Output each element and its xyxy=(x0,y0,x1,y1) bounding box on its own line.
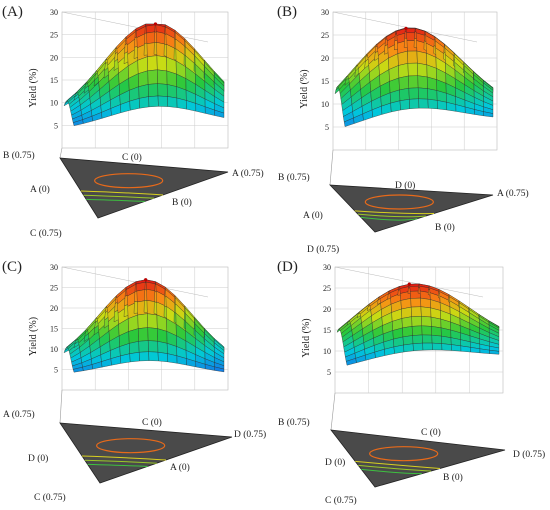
optimum-point xyxy=(407,282,411,286)
panel-c: (C) 5 10 15 20 25 30 Yield (%) A (0.75) C (0) D (0… xyxy=(0,255,275,510)
z-tick-label: 20 xyxy=(321,54,329,63)
z-tick-label: 15 xyxy=(50,76,58,85)
panel-d: (D) 5 10 15 20 25 30 Yield (%) B (0.75) C (0) D (0… xyxy=(275,255,550,510)
response-surface xyxy=(63,278,225,373)
corner-label-bottom: C (0.75) xyxy=(325,495,357,506)
contour-floor xyxy=(330,429,506,488)
z-tick-label: 25 xyxy=(50,284,58,293)
corner-label-bottom: C (0.75) xyxy=(30,228,62,239)
z-tick-label: 30 xyxy=(321,8,329,17)
panel-label: (A) xyxy=(2,4,23,20)
y-axis-label: Yield (%) xyxy=(28,68,39,107)
z-tick-label: 30 xyxy=(50,263,58,272)
panel-a: (A) 5 10 15 20 25 30 Yield (%) B (0.75) C (0) A (0… xyxy=(0,0,275,255)
corner-label-right: A (0.75) xyxy=(232,168,264,179)
corner-label-mid: C (0) xyxy=(421,427,441,438)
chart-b: (B) 5 10 15 20 25 30 Yield (%) B (0.75) D (0) A (0… xyxy=(277,4,529,255)
response-surface xyxy=(63,22,225,126)
z-tick-label: 15 xyxy=(323,326,331,335)
z-tick-label: 5 xyxy=(325,123,329,132)
corner-label-mid: C (0) xyxy=(122,152,142,163)
corner-label-front: A (0) xyxy=(170,462,190,473)
response-surface xyxy=(334,26,494,127)
z-tick-label: 10 xyxy=(321,100,329,109)
z-tick-label: 5 xyxy=(54,121,58,130)
contour-floor xyxy=(329,184,494,233)
z-tick-label: 25 xyxy=(50,31,58,40)
corner-label-front: B (0) xyxy=(435,222,455,233)
z-tick-label: 5 xyxy=(54,366,58,375)
corner-label-right: A (0.75) xyxy=(497,188,529,199)
chart-a: (A) 5 10 15 20 25 30 Yield (%) B (0.75) C (0) A (0… xyxy=(2,4,264,239)
corner-label-right: D (0.75) xyxy=(513,449,545,460)
chart-c: (C) 5 10 15 20 25 30 Yield (%) A (0.75) C (0) D (0… xyxy=(2,259,266,503)
contour-floor xyxy=(59,422,233,484)
corner-label-bottom: C (0.75) xyxy=(34,492,66,503)
corner-label-back: B (0.75) xyxy=(278,417,310,428)
corner-label-left: A (0) xyxy=(303,210,323,221)
optimum-point xyxy=(153,22,158,26)
z-tick-label: 20 xyxy=(323,305,331,314)
corner-label-front: B (0) xyxy=(172,197,192,208)
panel-b: (B) 5 10 15 20 25 30 Yield (%) B (0.75) D (0) A (0… xyxy=(275,0,550,255)
corner-label-left: D (0) xyxy=(325,457,345,468)
chart-d: (D) 5 10 15 20 25 30 Yield (%) B (0.75) C (0) D (0… xyxy=(277,259,545,506)
corner-label-mid: D (0) xyxy=(395,180,415,191)
corner-label-front: B (0) xyxy=(443,472,463,483)
z-tick-label: 10 xyxy=(50,99,58,108)
z-tick-label: 30 xyxy=(50,8,58,17)
response-surface xyxy=(336,282,500,366)
z-tick-label: 20 xyxy=(50,53,58,62)
z-tick-label: 15 xyxy=(50,325,58,334)
z-tick-label: 10 xyxy=(323,347,331,356)
optimum-point xyxy=(404,26,408,30)
y-axis-label: Yield (%) xyxy=(28,317,39,356)
z-tick-label: 25 xyxy=(323,284,331,293)
panel-label: (D) xyxy=(277,259,298,275)
y-axis-label: Yield (%) xyxy=(301,318,312,357)
optimum-point xyxy=(144,278,148,282)
corner-label-back: B (0.75) xyxy=(278,172,310,183)
panel-label: (B) xyxy=(277,4,297,20)
corner-label-bottom: D (0.75) xyxy=(307,244,339,255)
corner-label-back: A (0.75) xyxy=(3,409,35,420)
z-tick-label: 5 xyxy=(327,368,331,377)
z-tick-label: 25 xyxy=(321,31,329,40)
z-tick-label: 20 xyxy=(50,304,58,313)
y-axis-label: Yield (%) xyxy=(299,69,310,108)
corner-label-mid: C (0) xyxy=(142,417,162,428)
corner-label-back: B (0.75) xyxy=(3,150,35,161)
z-tick-label: 15 xyxy=(321,77,329,86)
corner-label-left: A (0) xyxy=(30,184,50,195)
corner-label-right: D (0.75) xyxy=(234,429,266,440)
corner-label-left: D (0) xyxy=(28,453,48,464)
contour-floor xyxy=(59,157,229,219)
z-tick-label: 10 xyxy=(50,345,58,354)
panel-label: (C) xyxy=(2,259,22,275)
z-tick-label: 30 xyxy=(323,263,331,272)
